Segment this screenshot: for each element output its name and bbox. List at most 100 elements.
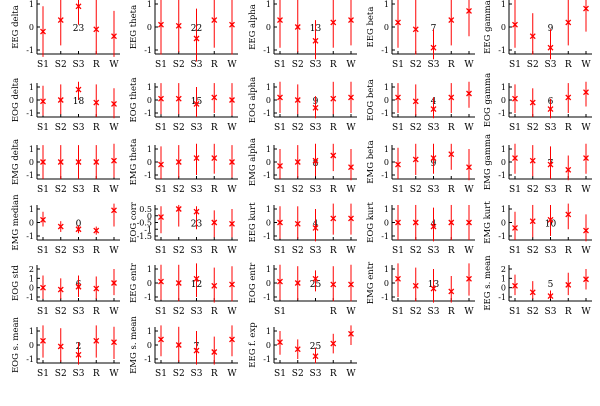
marker-W [583, 89, 589, 96]
y-tick-label: 0 [501, 96, 506, 105]
y-axis-label: EOG theta [129, 77, 139, 122]
y-tick-label: 0 [384, 219, 389, 228]
marker-stroke [348, 215, 354, 222]
count-label: 7 [431, 24, 437, 34]
panel-5: 1 0 -1S1 S2 S3 R W EEG gamma 9 [483, 0, 592, 70]
marker-W [466, 275, 472, 282]
y-tick-label: 0.5 [139, 205, 152, 214]
x-tick-label: W [109, 123, 119, 133]
marker-S3 [430, 285, 437, 292]
marker-W [111, 280, 117, 286]
marker-W [111, 100, 117, 107]
x-tick-label: S1 [274, 307, 286, 317]
marker-stroke [211, 282, 218, 289]
marker-stroke [75, 159, 82, 165]
x-tick-label: W [227, 185, 237, 195]
y-tick-label: 0 [29, 284, 34, 293]
count-label: 0 [76, 220, 82, 230]
x-tick-label: S2 [410, 123, 422, 133]
marker-S2 [57, 343, 64, 350]
x-tick-label: R [211, 60, 218, 70]
marker-S3 [430, 106, 437, 113]
marker-stroke [211, 17, 218, 24]
y-tick-label: 0 [384, 23, 389, 32]
marker-stroke [57, 343, 64, 350]
y-tick-label: -1 [263, 46, 271, 55]
marker-stroke [448, 288, 455, 295]
y-tick-label: -1 [381, 46, 389, 55]
marker-stroke [57, 159, 64, 165]
marker-stroke [193, 100, 200, 107]
panel-25: 210-1S1 S2 S3 R W EEG s. mean 5 [483, 255, 592, 317]
x-tick-label: S2 [410, 60, 422, 70]
x-tick-label: S1 [274, 60, 286, 70]
marker-S3 [312, 37, 319, 44]
marker-S1 [395, 219, 401, 226]
marker-stroke [448, 94, 455, 101]
marker-stroke [565, 94, 572, 101]
marker-W [111, 33, 117, 40]
x-tick-label: R [448, 307, 455, 317]
marker-S3 [193, 208, 200, 215]
y-tick-label: -1 [26, 293, 34, 302]
y-axis-label: EEG gamma [483, 0, 493, 54]
marker-R [448, 17, 455, 24]
x-tick-label: S1 [37, 369, 49, 379]
y-tick-label: -1 [381, 171, 389, 180]
marker-stroke [583, 89, 589, 96]
marker-W [229, 336, 235, 343]
x-tick-label: W [109, 60, 119, 70]
y-tick-label: 1 [501, 274, 506, 283]
marker-stroke [583, 227, 589, 234]
x-tick-label: S3 [73, 307, 85, 317]
x-tick-label: S1 [37, 123, 49, 133]
y-tick-label: -1.5 [137, 232, 152, 241]
x-tick-label: S2 [527, 307, 539, 317]
marker-stroke [512, 95, 518, 102]
marker-R [448, 151, 455, 158]
y-axis-label: EEG s. mean [483, 255, 493, 311]
marker-W [466, 7, 472, 14]
marker-S3 [312, 275, 319, 282]
y-axis-label: EOG beta [366, 79, 376, 121]
marker-stroke [466, 164, 472, 171]
x-tick-label: S1 [509, 123, 521, 133]
marker-stroke [348, 164, 354, 171]
x-tick-label: S3 [191, 60, 203, 70]
y-tick-label: -0.5 [137, 219, 152, 228]
marker-stroke [330, 281, 337, 288]
marker-stroke [330, 215, 337, 222]
x-tick-label: S2 [527, 185, 539, 195]
y-tick-label: 1 [266, 145, 271, 154]
marker-stroke [193, 347, 200, 354]
panel-12: 1 0 -1S1 S2 S3 R W EMG theta [129, 139, 238, 195]
marker-stroke [547, 216, 554, 223]
marker-stroke [111, 157, 117, 164]
marker-stroke [175, 22, 182, 29]
marker-stroke [75, 351, 82, 358]
x-tick-label: S3 [545, 246, 557, 256]
y-tick-label: 0 [29, 96, 34, 105]
y-tick-label: -1 [144, 171, 152, 180]
marker-W [229, 281, 235, 288]
x-tick-label: S2 [527, 123, 539, 133]
x-tick-label: R [565, 123, 572, 133]
x-tick-label: S2 [292, 185, 304, 195]
y-axis-label: EEG f. exp [248, 322, 258, 368]
y-tick-label: 0 [501, 23, 506, 32]
x-tick-label: W [346, 369, 356, 379]
x-tick-label: W [346, 60, 356, 70]
marker-S1 [40, 337, 46, 344]
x-tick-label: W [227, 307, 237, 317]
marker-stroke [395, 219, 401, 226]
x-tick-label: S3 [191, 369, 203, 379]
x-tick-label: W [464, 185, 474, 195]
marker-stroke [277, 94, 283, 101]
x-tick-label: S2 [55, 246, 67, 256]
x-tick-label: S2 [55, 60, 67, 70]
marker-stroke [175, 159, 182, 165]
